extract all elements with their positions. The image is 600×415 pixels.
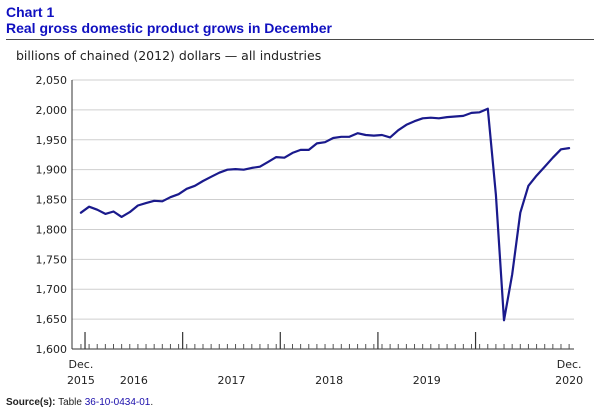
y-axis: 1,600 1,650 1,700 1,750 1,800 1,850 1,900 1,950… [36, 74, 73, 356]
y-tick-label: 2,050 [36, 74, 68, 87]
y-tick-label: 1,650 [36, 313, 68, 326]
source-note: Source(s): Table 36-10-0434-01. [6, 397, 153, 408]
y-tick-label: 1,950 [36, 134, 68, 147]
x-tick-label-month: Dec. [557, 358, 582, 371]
x-tick-label-year: 2018 [315, 374, 343, 387]
source-label: Source(s): [6, 397, 56, 408]
y-tick-label: 1,700 [36, 283, 68, 296]
source-text: Table [58, 397, 82, 408]
y-axis-unit-label: billions of chained (2012) dollars — all… [16, 48, 322, 63]
source-end: . [150, 397, 154, 408]
gridlines [72, 79, 574, 320]
source-table-link[interactable]: 36-10-0434-01 [84, 397, 151, 408]
x-tick-label-year: 2017 [217, 374, 245, 387]
y-tick-label: 1,600 [36, 343, 68, 356]
series-line-gdp [79, 107, 571, 322]
y-tick-label: 1,850 [36, 194, 68, 207]
chart-header: Chart 1 Real gross domestic product grow… [6, 4, 594, 40]
x-tick-label-year: 2015 [67, 374, 95, 387]
y-tick-label: 1,750 [36, 253, 68, 266]
x-tick-label-year: 2020 [555, 374, 583, 387]
x-tick-label-month: Dec. [69, 358, 94, 371]
chart-number: Chart 1 [6, 4, 55, 20]
x-axis: Dec. 2015 2016 2017 2018 2019 Dec. 2020 [67, 332, 583, 387]
series-layer [79, 107, 571, 322]
y-tick-label: 1,900 [36, 164, 68, 177]
x-tick-label-year: 2016 [120, 374, 148, 387]
chart-title: Real gross domestic product grows in Dec… [6, 20, 332, 36]
x-tick-label-year: 2019 [413, 374, 441, 387]
y-tick-label: 1,800 [36, 223, 68, 236]
y-tick-label: 2,000 [36, 104, 68, 117]
